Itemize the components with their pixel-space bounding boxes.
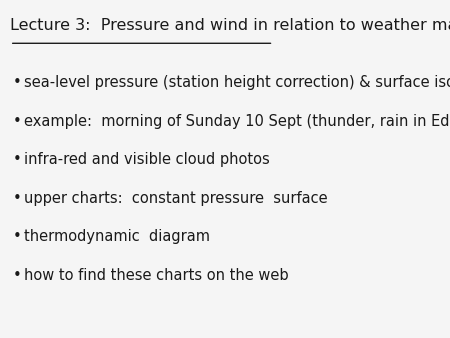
- Text: upper charts:  constant pressure  surface: upper charts: constant pressure surface: [24, 191, 328, 206]
- Text: •: •: [13, 152, 21, 167]
- Text: how to find these charts on the web: how to find these charts on the web: [24, 268, 288, 283]
- Text: Lecture 3:  Pressure and wind in relation to weather maps: Lecture 3: Pressure and wind in relation…: [10, 18, 450, 33]
- Text: infra-red and visible cloud photos: infra-red and visible cloud photos: [24, 152, 270, 167]
- Text: thermodynamic  diagram: thermodynamic diagram: [24, 230, 210, 244]
- Text: •: •: [13, 268, 21, 283]
- Text: •: •: [13, 191, 21, 206]
- Text: •: •: [13, 75, 21, 90]
- Text: sea-level pressure (station height correction) & surface isobars: sea-level pressure (station height corre…: [24, 75, 450, 90]
- Text: •: •: [13, 114, 21, 129]
- Text: •: •: [13, 230, 21, 244]
- Text: example:  morning of Sunday 10 Sept (thunder, rain in Edmonton): example: morning of Sunday 10 Sept (thun…: [24, 114, 450, 129]
